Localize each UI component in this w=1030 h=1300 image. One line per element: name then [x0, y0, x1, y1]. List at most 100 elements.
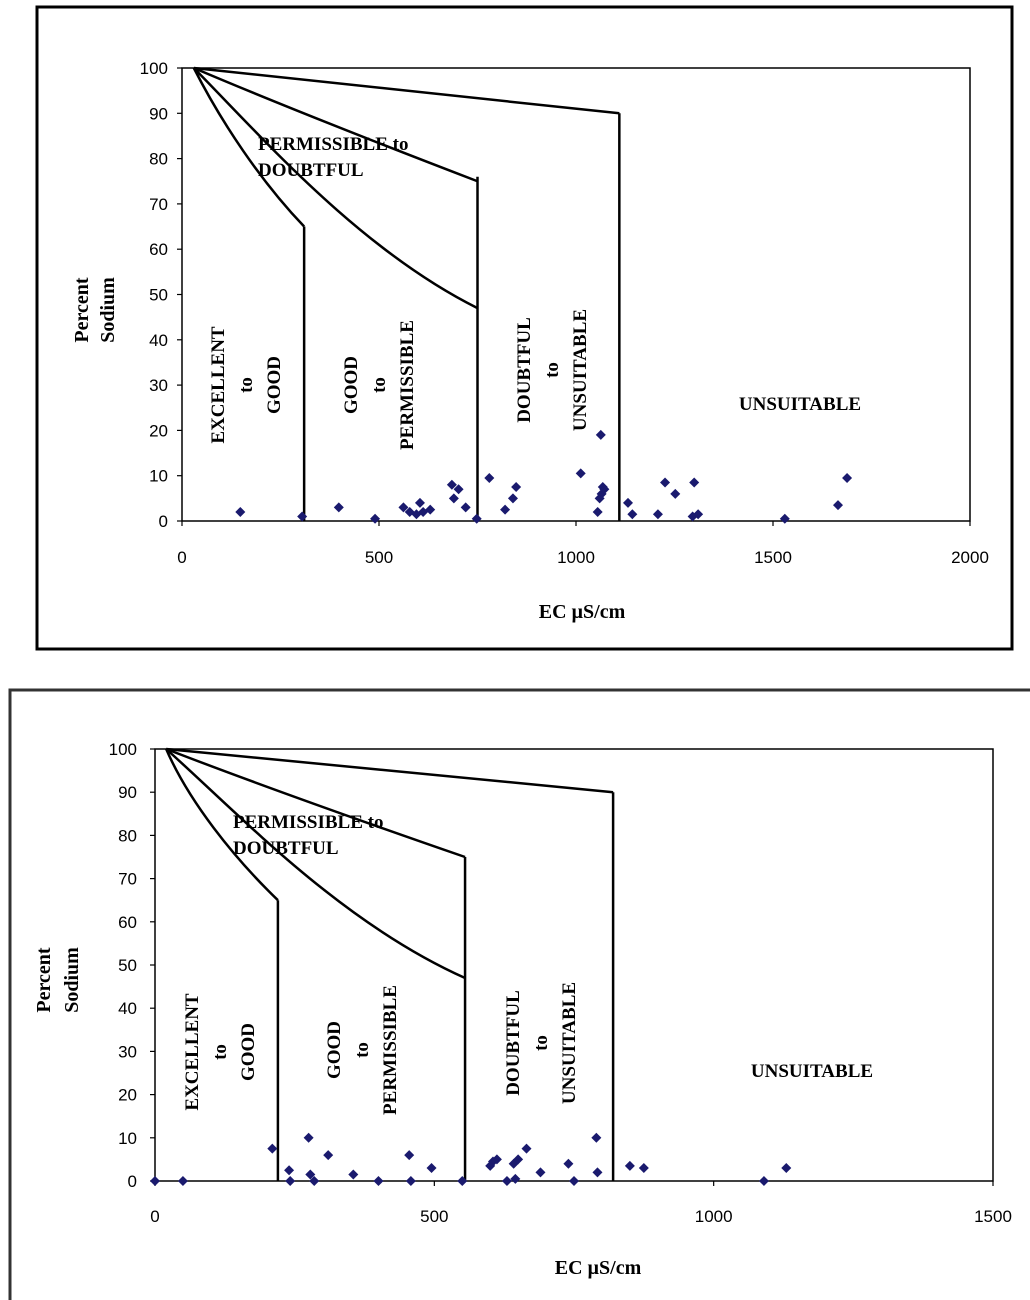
data-point [624, 1160, 635, 1171]
data-point [652, 509, 663, 520]
data-point [687, 511, 698, 522]
data-point [781, 1163, 792, 1174]
chart-2-frame [8, 688, 1030, 1300]
boundary-curve3 [165, 747, 466, 859]
data-point [405, 1176, 416, 1186]
data-point [414, 497, 425, 508]
data-point [507, 493, 518, 504]
data-point [491, 1154, 502, 1165]
chart-2-region-excellent-line3: GOOD [238, 1023, 259, 1081]
chart-1-region-doubtful-line2: to [542, 362, 563, 378]
chart-1-boundaries [192, 66, 621, 521]
data-point [267, 1143, 278, 1154]
y-tick-label: 60 [118, 913, 137, 932]
chart-1-region-excellent-line3: GOOD [264, 356, 285, 414]
chart-2-region-doubtful-line3: UNSUITABLE [559, 982, 580, 1104]
chart-1-xlabel: EC µS/cm [539, 601, 626, 623]
y-tick-label: 40 [149, 331, 168, 350]
y-tick-label: 90 [149, 104, 168, 123]
boundary-curve3 [193, 66, 478, 183]
data-point [670, 488, 681, 499]
data-point [471, 513, 482, 524]
boundary-curve4 [193, 66, 620, 115]
data-point [758, 1176, 769, 1186]
data-point [404, 1150, 415, 1161]
x-tick-label: 1000 [557, 548, 595, 567]
y-tick-label: 100 [140, 59, 168, 78]
data-point [177, 1176, 188, 1186]
data-point [323, 1150, 334, 1161]
y-tick-label: 30 [118, 1042, 137, 1061]
data-point [460, 502, 471, 513]
y-tick-label: 30 [149, 376, 168, 395]
chart-1-region-good-line3: PERMISSIBLE [397, 320, 418, 450]
boundary-curve1 [192, 67, 306, 228]
data-point [411, 509, 422, 520]
data-point [833, 500, 844, 511]
data-point [689, 477, 700, 488]
chart-2: 0 10 20 30 40 50 60 70 80 90 100 0 500 1000 1500 Perc… [33, 740, 1012, 1279]
data-point [500, 504, 511, 515]
x-tick-label: 2000 [951, 548, 989, 567]
data-point [373, 1176, 384, 1186]
data-point [842, 472, 853, 483]
boundary-curve2 [165, 748, 466, 980]
data-point [309, 1176, 320, 1186]
data-point [398, 502, 409, 513]
y-tick-label: 60 [149, 240, 168, 259]
data-point [426, 1163, 437, 1174]
boundary-curve1 [165, 748, 279, 902]
data-point [285, 1176, 296, 1186]
chart-2-points [150, 1132, 792, 1186]
y-tick-label: 50 [149, 286, 168, 305]
data-point [510, 1173, 521, 1184]
chart-2-xlabel: EC µS/cm [555, 1257, 642, 1279]
data-point [348, 1169, 359, 1180]
chart-2-region-excellent-line2: to [210, 1044, 231, 1060]
x-tick-label: 0 [150, 1207, 159, 1226]
data-point [638, 1163, 649, 1174]
data-point [592, 506, 603, 517]
data-point [284, 1165, 295, 1176]
data-point [627, 509, 638, 520]
chart-1-region-unsuitable: UNSUITABLE [739, 394, 861, 415]
y-tick-label: 0 [128, 1172, 137, 1191]
y-tick-label: 100 [109, 740, 137, 759]
chart-2-region-permissible-doubtful-line2: DOUBTFUL [233, 838, 339, 859]
chart-2-region-doubtful-line1: DOUBTFUL [503, 990, 524, 1096]
data-point [592, 1167, 603, 1178]
chart-2-region-permissible-doubtful-line1: PERMISSIBLE to [233, 812, 383, 833]
data-point [446, 479, 457, 490]
data-point [484, 472, 495, 483]
chart-2-region-unsuitable: UNSUITABLE [751, 1061, 873, 1082]
data-point [599, 484, 610, 495]
chart-1-ylabel-line1: Percent [71, 277, 93, 342]
data-point [575, 468, 586, 479]
data-point [303, 1132, 314, 1143]
chart-1-region-doubtful-line3: UNSUITABLE [570, 309, 591, 431]
x-tick-label: 500 [420, 1207, 448, 1226]
chart-1-y-ticks: 0 10 20 30 40 50 60 70 80 90 100 [140, 59, 182, 531]
chart-1-region-good-line1: GOOD [341, 356, 362, 414]
data-point [511, 482, 522, 493]
data-point [370, 513, 381, 524]
y-tick-label: 10 [118, 1129, 137, 1148]
data-point [595, 429, 606, 440]
chart-2-region-good-line2: to [352, 1042, 373, 1058]
y-tick-label: 40 [118, 999, 137, 1018]
chart-1-x-ticks: 0 500 1000 1500 2000 [177, 521, 989, 567]
chart-2-boundaries [165, 747, 615, 1181]
data-point [333, 502, 344, 513]
data-point [501, 1176, 512, 1186]
y-tick-label: 20 [149, 421, 168, 440]
chart-1-points [235, 429, 853, 524]
data-point [425, 504, 436, 515]
chart-2-region-good-line3: PERMISSIBLE [380, 985, 401, 1115]
y-tick-label: 20 [118, 1086, 137, 1105]
x-tick-label: 0 [177, 548, 186, 567]
y-tick-label: 80 [149, 150, 168, 169]
y-tick-label: 0 [159, 512, 168, 531]
chart-2-region-doubtful-line2: to [531, 1035, 552, 1051]
